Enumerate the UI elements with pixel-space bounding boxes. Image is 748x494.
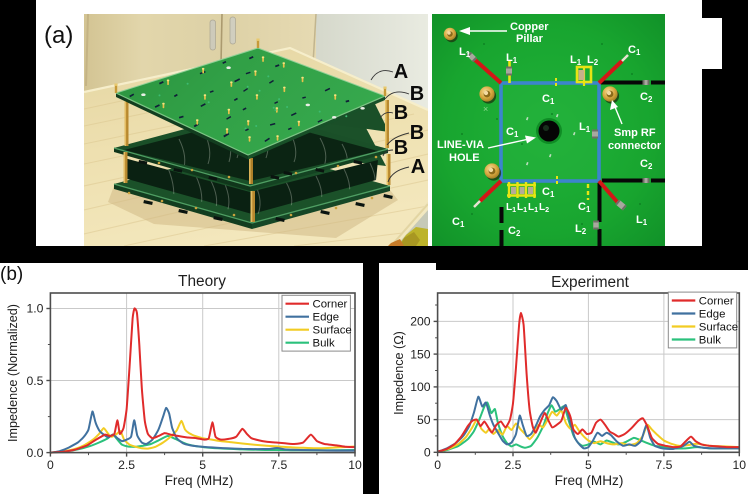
- svg-text:HOLE: HOLE: [449, 152, 480, 164]
- svg-text:150: 150: [410, 347, 431, 361]
- svg-text:Experiment: Experiment: [551, 274, 630, 291]
- svg-text:Edge: Edge: [699, 309, 726, 321]
- svg-text:Smp RF: Smp RF: [614, 127, 656, 139]
- svg-text:5: 5: [585, 458, 592, 472]
- svg-text:Copper: Copper: [510, 21, 549, 33]
- svg-text:1.0: 1.0: [26, 302, 43, 316]
- svg-text:L1: L1: [517, 202, 527, 214]
- svg-text:L2: L2: [539, 202, 549, 214]
- svg-text:C1: C1: [628, 44, 641, 57]
- svg-text:Impedence (Normalized): Impedence (Normalized): [6, 304, 20, 442]
- svg-text:5: 5: [199, 458, 206, 472]
- svg-text:C1: C1: [578, 201, 591, 214]
- svg-text:Bulk: Bulk: [313, 338, 335, 350]
- svg-text:L1: L1: [506, 202, 516, 214]
- svg-text:C2: C2: [640, 158, 653, 171]
- svg-text:Theory: Theory: [178, 273, 226, 290]
- svg-text:200: 200: [410, 315, 431, 329]
- svg-text:10: 10: [733, 458, 747, 472]
- svg-text:Surface: Surface: [699, 322, 738, 334]
- svg-text:0.5: 0.5: [26, 374, 43, 388]
- svg-text:C1: C1: [542, 93, 555, 106]
- svg-text:×: ×: [483, 104, 488, 114]
- svg-text:Freq (MHz): Freq (MHz): [555, 473, 624, 488]
- svg-text:connector: connector: [608, 140, 662, 152]
- svg-text:0: 0: [47, 458, 54, 472]
- svg-text:Corner: Corner: [313, 299, 348, 311]
- svg-text:Surface: Surface: [313, 325, 352, 337]
- svg-text:L1: L1: [579, 121, 591, 134]
- svg-text:L1: L1: [506, 52, 518, 65]
- svg-text:L1: L1: [636, 214, 648, 227]
- svg-text:0.0: 0.0: [26, 446, 43, 460]
- svg-text:2.5: 2.5: [505, 458, 522, 472]
- svg-text:B: B: [394, 137, 408, 159]
- svg-text:A: A: [411, 156, 425, 178]
- svg-text:C2: C2: [508, 225, 521, 238]
- svg-text:C2: C2: [640, 91, 653, 104]
- svg-text:LINE-VIA: LINE-VIA: [437, 139, 484, 151]
- svg-text:L1: L1: [570, 54, 582, 67]
- svg-text:C1: C1: [542, 186, 555, 199]
- svg-text:Bulk: Bulk: [699, 335, 721, 347]
- svg-text:100: 100: [410, 380, 431, 394]
- svg-text:0: 0: [424, 446, 431, 460]
- svg-text:0: 0: [434, 458, 441, 472]
- svg-text:B: B: [410, 83, 424, 105]
- svg-text:Freq (MHz): Freq (MHz): [165, 473, 234, 488]
- svg-text:10: 10: [348, 458, 362, 472]
- svg-text:C1: C1: [452, 216, 465, 229]
- svg-text:50: 50: [417, 413, 431, 427]
- svg-text:L1: L1: [528, 202, 538, 214]
- svg-text:Impedence (Ω): Impedence (Ω): [392, 331, 406, 415]
- svg-text:7.5: 7.5: [655, 458, 672, 472]
- svg-text:Corner: Corner: [699, 296, 734, 308]
- svg-text:L2: L2: [587, 54, 599, 67]
- svg-text:L1: L1: [459, 46, 471, 59]
- svg-text:2.5: 2.5: [118, 458, 135, 472]
- svg-text:B: B: [410, 122, 424, 144]
- svg-text:B: B: [394, 102, 408, 124]
- svg-text:L2: L2: [575, 223, 587, 236]
- svg-text:Edge: Edge: [313, 312, 340, 324]
- svg-text:7.5: 7.5: [270, 458, 287, 472]
- svg-text:A: A: [394, 61, 408, 83]
- svg-text:Pillar: Pillar: [516, 33, 544, 45]
- svg-text:C1: C1: [506, 126, 519, 139]
